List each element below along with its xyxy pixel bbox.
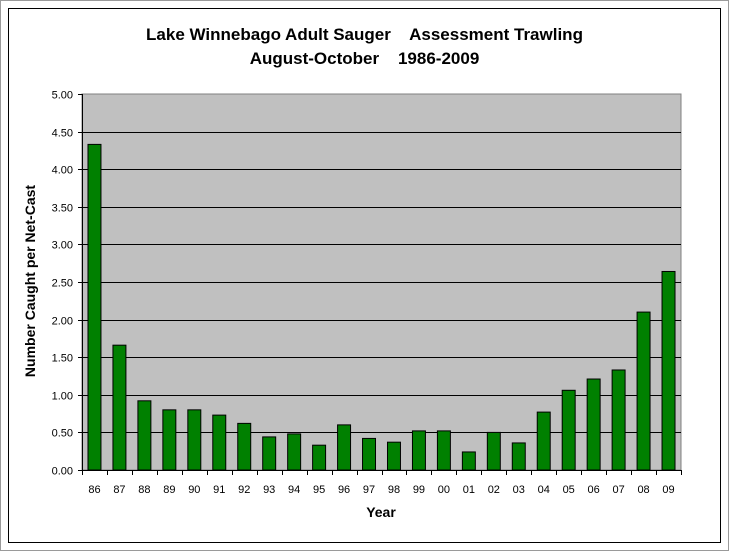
chart-title: Lake Winnebago Adult Sauger Assessment T… <box>146 25 583 44</box>
bar <box>287 433 302 471</box>
bar <box>411 430 426 471</box>
bar <box>212 414 227 471</box>
x-tick-label: 09 <box>662 484 674 496</box>
y-tick-label: 1.50 <box>52 353 73 365</box>
bar <box>436 430 451 471</box>
bar <box>237 422 252 471</box>
x-tick-label: 99 <box>413 484 425 496</box>
x-tick-label: 02 <box>488 484 500 496</box>
bar <box>362 437 377 471</box>
x-tick-label: 94 <box>288 484 300 496</box>
x-tick-label: 07 <box>612 484 624 496</box>
x-tick-label: 00 <box>438 484 450 496</box>
y-tick-label: 3.50 <box>52 203 73 215</box>
x-tick-label: 04 <box>538 484 550 496</box>
y-tick-label: 5.00 <box>52 90 73 102</box>
x-tick-label: 89 <box>163 484 175 496</box>
x-tick-label: 03 <box>513 484 525 496</box>
x-tick-label: 87 <box>113 484 125 496</box>
y-tick-label: 0.50 <box>52 428 73 440</box>
chart-subtitle: August-October 1986-2009 <box>249 49 480 68</box>
x-tick-label: 93 <box>263 484 275 496</box>
bar <box>661 270 676 471</box>
x-tick-label: 97 <box>363 484 375 496</box>
bar <box>586 378 601 471</box>
y-tick-label: 2.00 <box>52 316 73 328</box>
bar <box>511 442 526 471</box>
bar <box>561 389 576 471</box>
bar <box>187 409 202 471</box>
y-tick-label: 1.00 <box>52 391 73 403</box>
x-tick-label: 08 <box>637 484 649 496</box>
x-tick-label: 01 <box>463 484 475 496</box>
bar <box>636 311 651 471</box>
x-axis-label: Year <box>366 504 396 520</box>
bar <box>486 431 501 471</box>
bar <box>461 451 476 471</box>
x-tick-label: 98 <box>388 484 400 496</box>
x-tick-label: 96 <box>338 484 350 496</box>
y-tick-label: 4.00 <box>52 165 73 177</box>
bar <box>611 369 626 471</box>
x-tick-label: 95 <box>313 484 325 496</box>
y-tick-label: 2.50 <box>52 278 73 290</box>
bar <box>162 409 177 471</box>
bar <box>262 436 277 471</box>
x-tick-label: 88 <box>138 484 150 496</box>
x-tick-label: 06 <box>588 484 600 496</box>
bar <box>536 411 551 471</box>
bar <box>337 424 352 471</box>
y-tick-label: 0.00 <box>52 466 73 478</box>
x-tick-label: 05 <box>563 484 575 496</box>
bar <box>87 143 102 471</box>
y-tick-label: 4.50 <box>52 128 73 140</box>
y-tick-label: 3.00 <box>52 240 73 252</box>
x-tick-label: 91 <box>213 484 225 496</box>
bar <box>312 444 327 471</box>
x-tick-label: 92 <box>238 484 250 496</box>
bar <box>386 441 401 471</box>
x-tick-label: 90 <box>188 484 200 496</box>
bar <box>112 344 127 471</box>
x-tick-label: 86 <box>88 484 100 496</box>
bar <box>137 400 152 471</box>
